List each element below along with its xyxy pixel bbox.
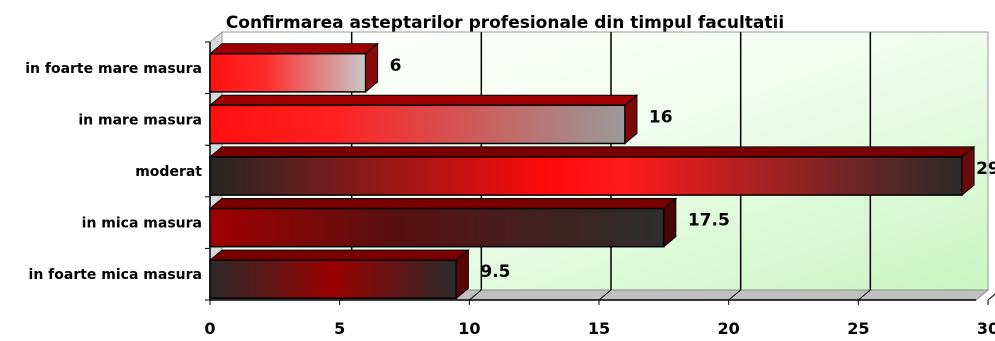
bar — [209, 156, 963, 196]
category-label: in mica masura — [82, 216, 202, 232]
data-label: 29 — [976, 159, 995, 179]
bar — [209, 259, 458, 300]
gridline-floor — [728, 289, 741, 301]
data-label: 17.5 — [688, 211, 730, 231]
plot-area: 0 5 10 15 20 25 30 in foarte mare masura 6 in mar… — [25, 30, 995, 338]
bar-top — [208, 94, 639, 106]
bar-top — [208, 146, 976, 158]
x-tick-label: 5 — [334, 319, 345, 338]
x-tick-label: 0 — [204, 319, 215, 338]
bar — [209, 207, 665, 248]
bar-end — [624, 94, 638, 145]
gridline-floor — [987, 293, 995, 301]
bar — [209, 104, 626, 145]
data-label: 9.5 — [480, 262, 510, 282]
category-label: in mare masura — [78, 112, 202, 128]
gridline-floor — [598, 289, 612, 301]
bar-end — [365, 42, 379, 93]
bar — [209, 52, 367, 93]
category-label: in foarte mare masura — [25, 61, 202, 77]
x-tick-label: 20 — [718, 319, 740, 338]
data-label: 6 — [390, 56, 402, 76]
bar-top — [208, 249, 470, 261]
x-tick-label: 30 — [977, 319, 995, 338]
chart-title: Confirmarea asteptarilor profesionale di… — [226, 13, 784, 33]
bar-end — [455, 249, 469, 300]
data-label: 16 — [649, 107, 673, 127]
category-label: moderat — [135, 164, 202, 180]
x-tick-label: 15 — [588, 319, 610, 338]
bar-top — [208, 43, 379, 55]
bar-top — [208, 198, 678, 210]
bar-end — [663, 197, 677, 248]
gridline-floor — [469, 289, 482, 301]
category-label: in foarte mica masura — [29, 267, 202, 283]
gridline-floor — [858, 289, 871, 301]
bar-end — [961, 145, 975, 197]
x-tick-label: 10 — [458, 319, 480, 338]
x-tick-label: 25 — [847, 319, 869, 338]
